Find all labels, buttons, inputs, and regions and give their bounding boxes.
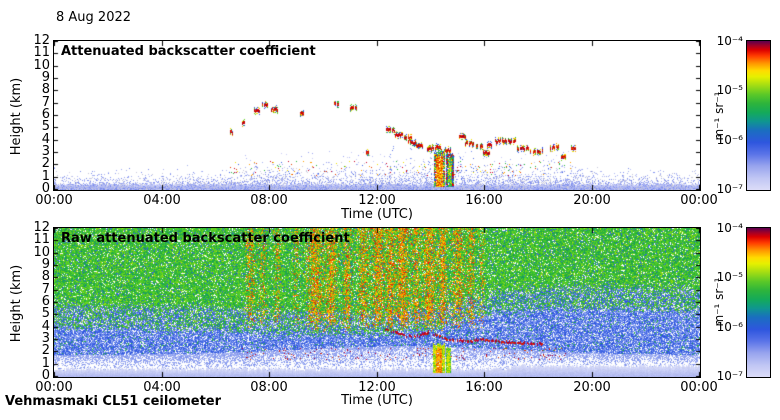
colorbar-top-panel: [746, 40, 771, 191]
y-tick-label: 12: [33, 220, 50, 235]
raw-backscatter-heatmap: [54, 228, 700, 377]
colorbar-bottom-panel: [746, 227, 771, 378]
y-tick-label: 7: [41, 95, 50, 110]
colorbar-unit-bottom-panel: m⁻¹ sr⁻¹: [712, 277, 726, 327]
x-tick-label: 08:00: [250, 380, 288, 395]
y-tick-label: 10: [33, 245, 50, 260]
y-tick-label: 5: [41, 119, 50, 134]
colorbar-tick-label: 10⁻⁴: [716, 34, 743, 48]
x-axis-label-bottom-panel: Time (UTC): [341, 393, 413, 408]
y-tick-label: 8: [41, 82, 50, 97]
y-tick-label: 4: [41, 132, 50, 147]
panel-attenuated-backscatter: Attenuated backscatter coefficient: [53, 40, 701, 191]
y-tick-label: 2: [41, 343, 50, 358]
colorbar-unit-top-panel: m⁻¹ sr⁻¹: [712, 91, 726, 141]
station-label: Vehmasmaki CL51 ceilometer: [5, 394, 222, 409]
y-tick-label: 3: [41, 331, 50, 346]
x-tick-label: 00:00: [35, 380, 73, 395]
y-tick-label: 10: [33, 58, 50, 73]
x-tick-label: 00:00: [680, 193, 718, 208]
x-tick-label: 20:00: [573, 193, 611, 208]
panel-title-raw: Raw attenuated backscatter coefficient: [61, 231, 350, 246]
y-tick-label: 0: [41, 368, 50, 383]
x-axis-label-top-panel: Time (UTC): [341, 207, 413, 222]
x-tick-label: 00:00: [35, 193, 73, 208]
y-tick-label: 7: [41, 282, 50, 297]
y-tick-label: 9: [41, 257, 50, 272]
y-tick-label: 8: [41, 269, 50, 284]
y-tick-label: 11: [33, 232, 50, 247]
y-tick-label: 0: [41, 181, 50, 196]
colorbar-tick-label: 10⁻⁴: [716, 221, 743, 235]
colorbar-tick-label: 10⁻⁵: [716, 83, 743, 98]
x-tick-label: 04:00: [143, 193, 181, 208]
colorbar-tick-label: 10⁻⁷: [716, 369, 743, 383]
colorbar-tick-label: 10⁻⁶: [716, 319, 743, 334]
x-tick-label: 12:00: [358, 380, 396, 395]
date-label: 8 Aug 2022: [56, 10, 132, 25]
y-tick-label: 11: [33, 45, 50, 60]
x-tick-label: 04:00: [143, 380, 181, 395]
y-tick-label: 2: [41, 156, 50, 171]
y-tick-label: 9: [41, 70, 50, 85]
x-tick-label: 20:00: [573, 380, 611, 395]
panel-raw-backscatter: Raw attenuated backscatter coefficient: [53, 227, 701, 378]
x-tick-label: 00:00: [680, 380, 718, 395]
colorbar-tick-label: 10⁻⁶: [716, 132, 743, 147]
colorbar-tick-label: 10⁻⁷: [716, 182, 743, 196]
colorbar-tick-label: 10⁻⁵: [716, 270, 743, 285]
y-tick-label: 5: [41, 306, 50, 321]
y-tick-label: 3: [41, 144, 50, 159]
panel-title-attenuated: Attenuated backscatter coefficient: [61, 44, 316, 59]
y-tick-label: 6: [41, 294, 50, 309]
y-tick-label: 4: [41, 319, 50, 334]
y-tick-label: 1: [41, 356, 50, 371]
x-tick-label: 12:00: [358, 193, 396, 208]
y-tick-label: 1: [41, 169, 50, 184]
attenuated-backscatter-heatmap: [54, 41, 700, 190]
x-tick-label: 16:00: [465, 380, 503, 395]
y-tick-label: 12: [33, 33, 50, 48]
x-tick-label: 08:00: [250, 193, 288, 208]
x-tick-label: 16:00: [465, 193, 503, 208]
y-tick-label: 6: [41, 107, 50, 122]
